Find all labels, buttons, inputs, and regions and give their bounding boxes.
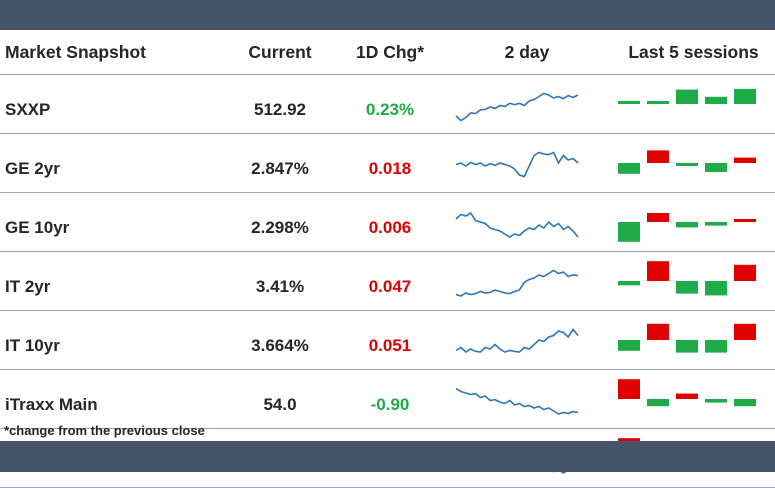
session-bar [705,281,727,296]
current-value: 54.0 [222,369,338,429]
two-day-sparkline-cell [442,369,612,429]
session-bar [647,323,669,340]
table-row: IT 2yr 3.41% 0.047 [0,251,775,311]
two-day-sparkline-cell [442,251,612,311]
market-snapshot-table: Market Snapshot Current 1D Chg* 2 day La… [0,30,775,488]
instrument-name: IT 10yr [0,310,222,370]
session-bar [618,379,640,399]
two-day-sparkline [455,328,579,354]
two-day-sparkline-cell [442,192,612,252]
two-day-sparkline [455,211,579,238]
session-bar [647,101,669,104]
sessions-bar-chart [618,213,756,242]
session-bar [618,281,640,286]
two-day-sparkline [455,151,579,178]
last-5-sessions-cell [612,133,775,193]
two-day-sparkline [455,387,579,415]
last-5-sessions-cell [612,251,775,311]
header-last-5-sessions: Last 5 sessions [612,30,775,75]
session-bar [647,213,669,222]
table-row: GE 2yr 2.847% 0.018 [0,133,775,193]
change-value: 0.018 [338,133,442,193]
sessions-bar-chart [618,261,756,296]
header-1d-change: 1D Chg* [338,30,442,75]
instrument-name: IT 2yr [0,251,222,311]
header-current: Current [222,30,338,75]
table-row: iTraxx Main 54.0 -0.90 [0,369,775,429]
session-bar [705,163,727,172]
session-bar [647,399,669,407]
session-bar [676,89,698,104]
sessions-bar-chart [618,379,756,407]
session-bar [705,340,727,353]
session-bar [618,101,640,104]
sparkline-path [455,387,579,415]
current-value: 3.41% [222,251,338,311]
session-bar [676,393,698,399]
current-value: 512.92 [222,74,338,134]
session-bar [618,163,640,174]
last-5-sessions-cell [612,369,775,429]
last-5-sessions-cell [612,74,775,134]
session-bar [734,399,756,407]
session-bar [647,150,669,163]
bottom-banner [0,441,775,472]
session-bar [676,163,698,166]
session-bar [705,96,727,104]
session-bar [734,264,756,281]
instrument-name: SXXP [0,74,222,134]
top-banner [0,0,775,30]
current-value: 3.664% [222,310,338,370]
sessions-bar-chart [618,88,756,104]
change-value: -0.90 [338,369,442,429]
header-row: Market Snapshot Current 1D Chg* 2 day La… [0,30,775,75]
change-value: 0.23% [338,74,442,134]
sparkline-path [455,328,579,354]
two-day-sparkline-cell [442,74,612,134]
current-value: 2.298% [222,192,338,252]
table-row: GE 10yr 2.298% 0.006 [0,192,775,252]
table-row: IT 10yr 3.664% 0.051 [0,310,775,370]
two-day-sparkline-cell [442,133,612,193]
change-value: 0.047 [338,251,442,311]
session-bar [734,157,756,163]
instrument-name: GE 2yr [0,133,222,193]
session-bar [734,88,756,104]
instrument-name: GE 10yr [0,192,222,252]
sparkline-path [455,211,579,238]
session-bar [705,222,727,226]
sparkline-path [455,92,579,122]
session-bar [676,340,698,353]
session-bar [647,261,669,281]
sessions-bar-chart [618,150,756,174]
session-bar [734,219,756,222]
session-bar [618,222,640,242]
session-bar [705,399,727,403]
session-bar [734,323,756,340]
table-row: SXXP 512.92 0.23% [0,74,775,134]
current-value: 2.847% [222,133,338,193]
session-bar [676,281,698,294]
sparkline-path [455,151,579,178]
last-5-sessions-cell [612,310,775,370]
header-market-snapshot: Market Snapshot [0,30,222,75]
instrument-name: iTraxx Main [0,369,222,429]
header-2-day: 2 day [442,30,612,75]
two-day-sparkline [455,269,579,297]
session-bar [676,222,698,228]
footnote: *change from the previous close [4,423,205,438]
change-value: 0.051 [338,310,442,370]
two-day-sparkline-cell [442,310,612,370]
last-5-sessions-cell [612,192,775,252]
session-bar [618,340,640,351]
change-value: 0.006 [338,192,442,252]
sessions-bar-chart [618,323,756,353]
two-day-sparkline [455,92,579,122]
sparkline-path [455,269,579,297]
